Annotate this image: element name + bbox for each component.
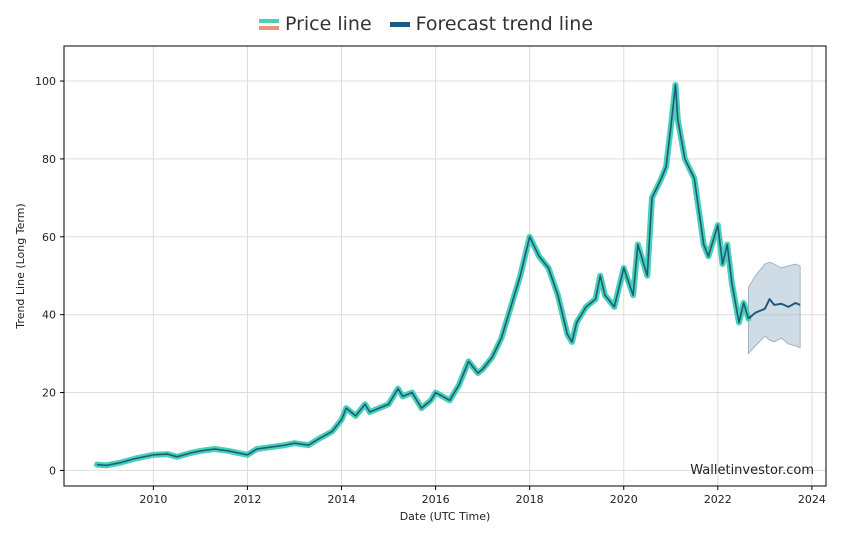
y-tick-label: 60 [42, 231, 56, 244]
x-tick-label: 2014 [328, 493, 356, 506]
legend-item-forecast: Forecast trend line [389, 13, 594, 35]
legend: Price line Forecast trend line [0, 10, 852, 38]
price-line [93, 81, 752, 469]
forecast-confidence-band [747, 261, 801, 355]
y-axis-label: Trend Line (Long Term) [14, 203, 27, 329]
x-tick-label: 2018 [516, 493, 544, 506]
forecast-trend-line [747, 298, 801, 320]
tick-layer: 2010 2012 2014 2016 2018 2020 2022 2024 0 20 40 60 8… [35, 75, 826, 506]
y-tick-label: 100 [35, 75, 56, 88]
forecast-band-layer [747, 261, 801, 355]
forecast-line-layer [747, 298, 801, 320]
y-tick-label: 40 [42, 309, 56, 322]
x-tick-label: 2012 [233, 493, 261, 506]
grid-layer [64, 46, 826, 486]
legend-price-label: Price line [284, 13, 372, 35]
y-tick-label: 0 [49, 464, 56, 477]
plot-frame [63, 45, 827, 487]
price-swatch-salmon [258, 25, 279, 30]
y-tick-label: 80 [42, 153, 56, 166]
x-tick-label: 2016 [422, 493, 450, 506]
price-line-layer [93, 81, 752, 469]
forecast-line-swatch [389, 21, 410, 27]
y-tick-label: 20 [42, 387, 56, 400]
x-tick-label: 2010 [139, 493, 167, 506]
x-tick-label: 2020 [610, 493, 638, 506]
price-trend-overlay [96, 84, 750, 467]
price-swatch-teal [258, 18, 279, 23]
price-line-swatch [258, 18, 279, 30]
x-axis-label: Date (UTC Time) [400, 510, 491, 523]
legend-item-price: Price line [258, 13, 372, 35]
x-tick-label: 2024 [798, 493, 826, 506]
watermark: Walletinvestor.com [690, 463, 814, 478]
legend-forecast-label: Forecast trend line [415, 13, 594, 35]
x-tick-label: 2022 [704, 493, 732, 506]
